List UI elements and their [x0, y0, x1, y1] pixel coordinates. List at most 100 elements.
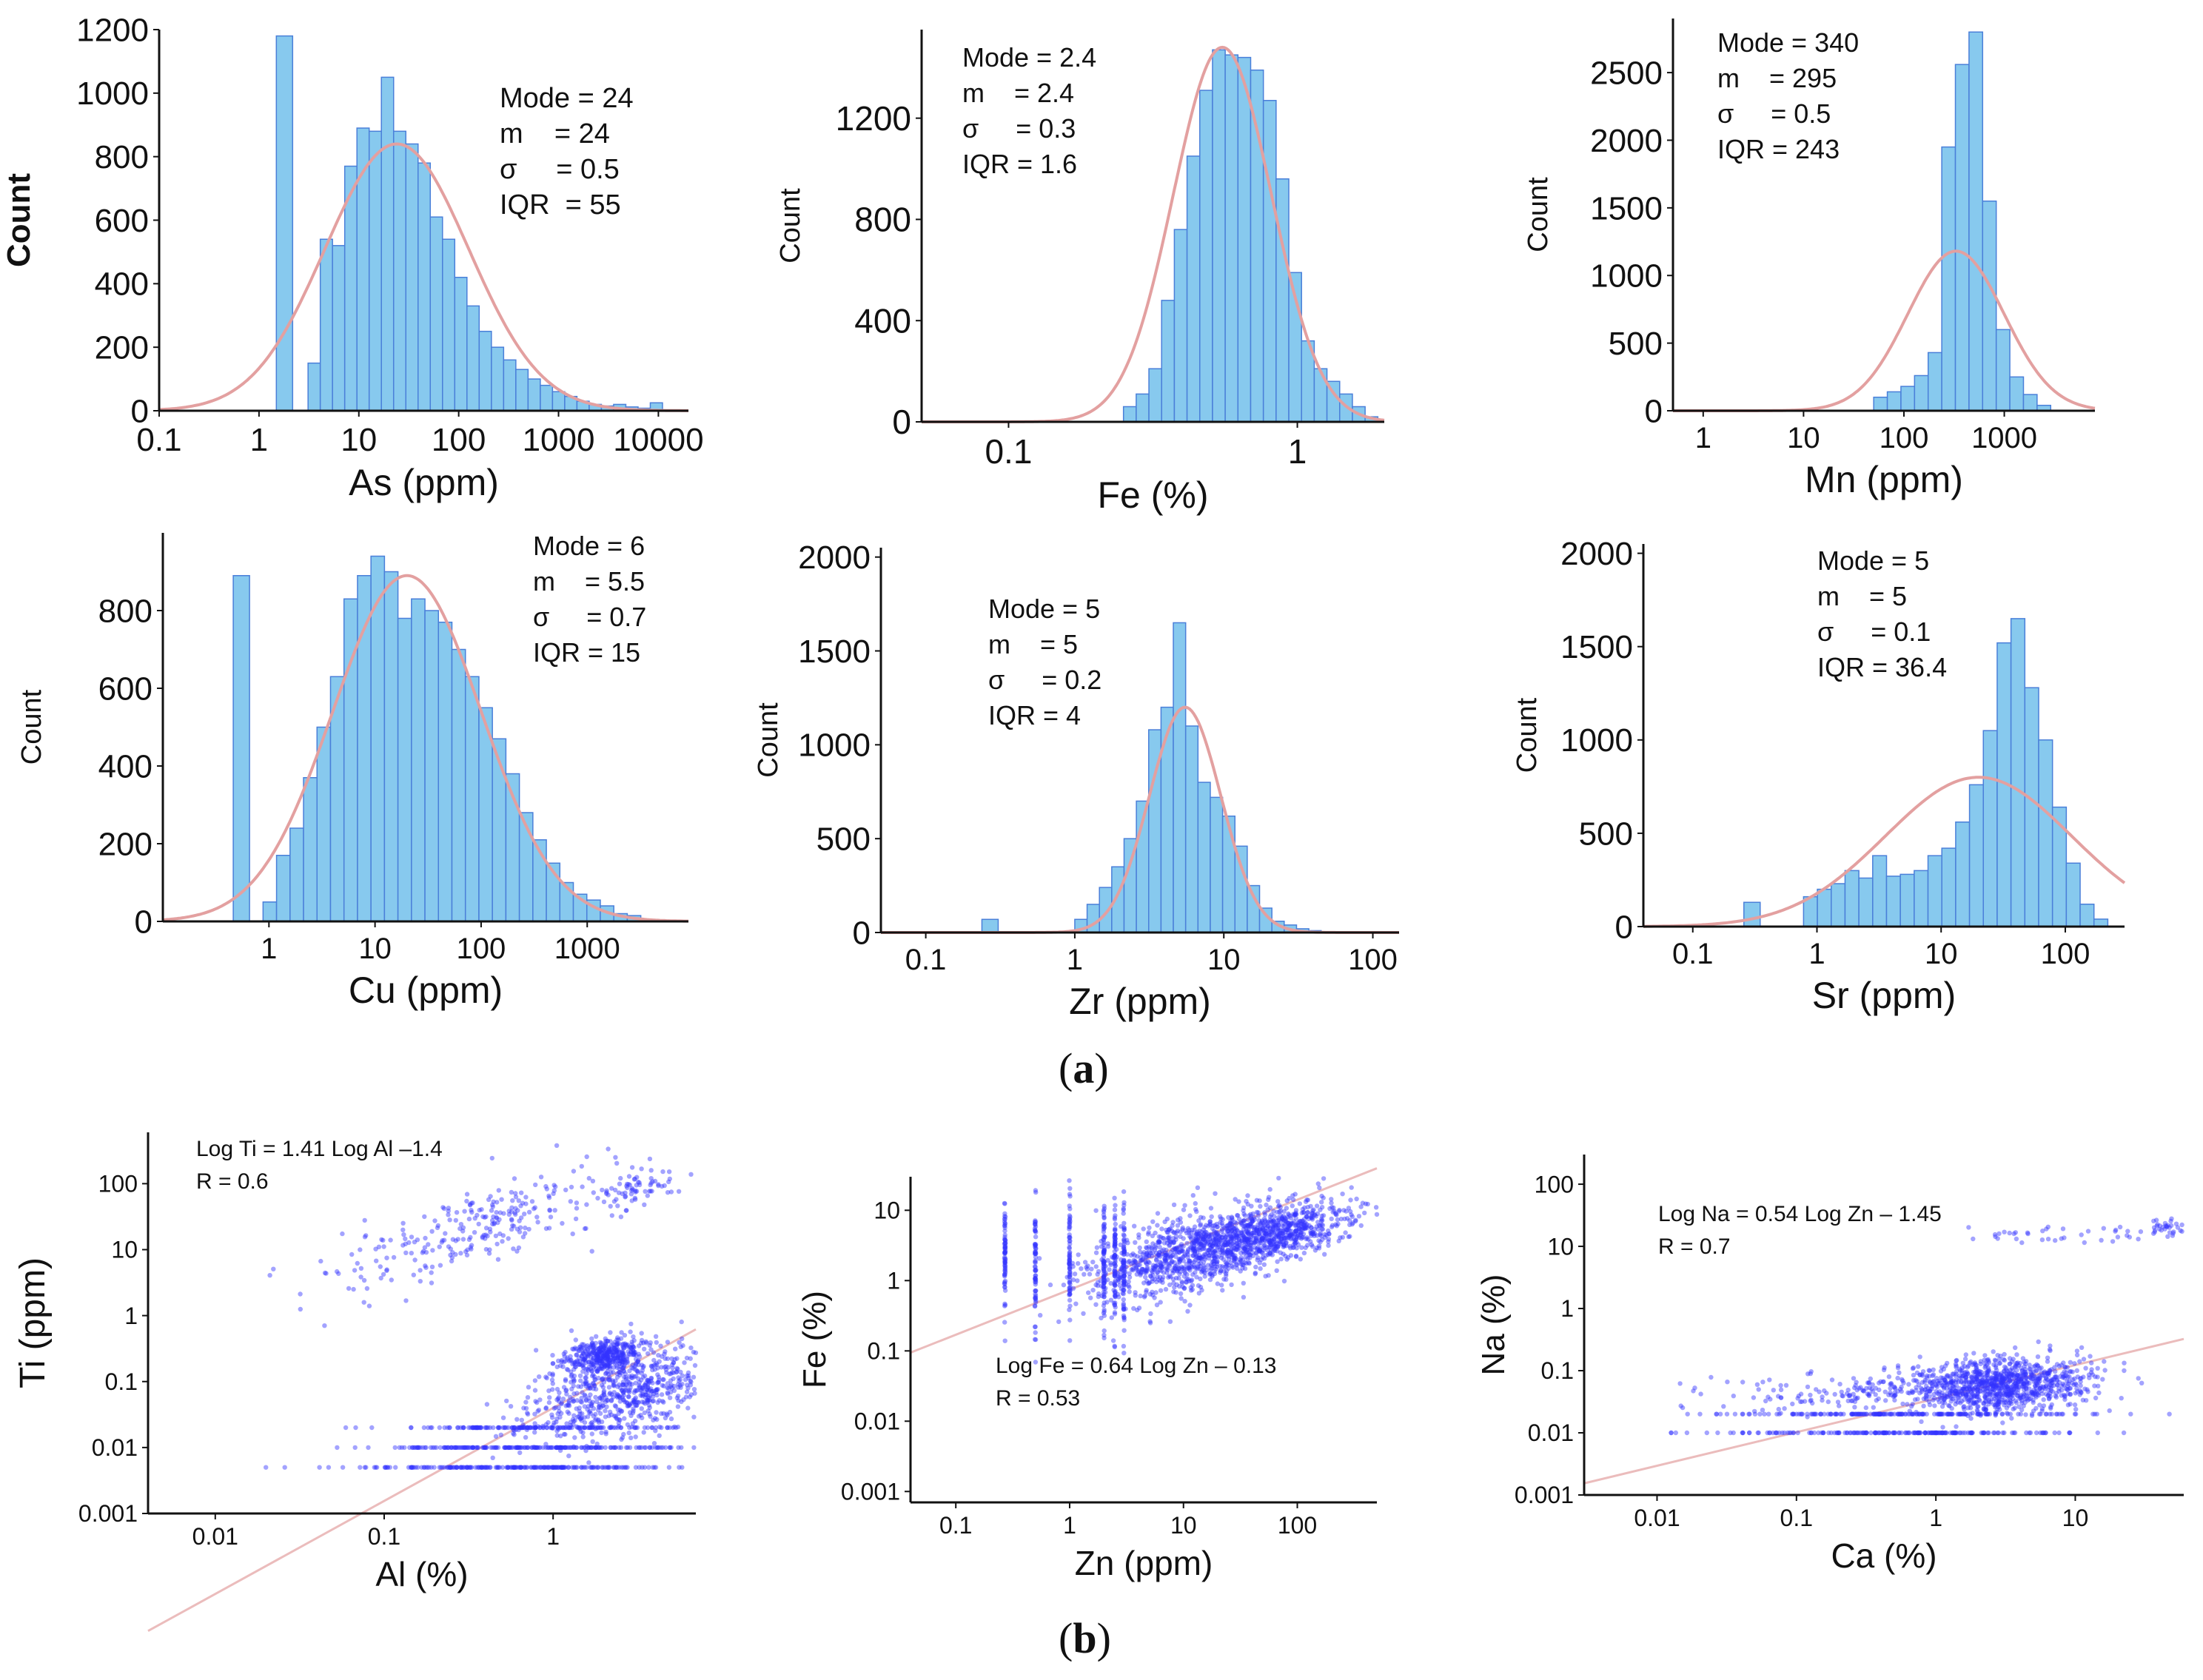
- scatter-point: [1204, 1267, 1210, 1272]
- scatter-point: [1163, 1253, 1169, 1258]
- scatter-point: [673, 1346, 678, 1351]
- scatter-point: [613, 1359, 618, 1364]
- scatter-point: [487, 1425, 493, 1431]
- scatter-point: [1118, 1275, 1123, 1280]
- scatter-point: [1198, 1236, 1204, 1241]
- scatter-point: [1289, 1220, 1294, 1226]
- scatter-point: [472, 1230, 477, 1235]
- scatter-point: [1121, 1239, 1127, 1244]
- scatter-point: [626, 1394, 631, 1400]
- scatter-point: [1228, 1218, 1233, 1223]
- scatter-point: [569, 1425, 574, 1431]
- scatter-point: [611, 1356, 617, 1361]
- scatter-point: [568, 1199, 573, 1204]
- scatter-point: [606, 1465, 611, 1470]
- scatter-point: [1257, 1249, 1262, 1254]
- scatter-point: [1247, 1222, 1252, 1227]
- scatter-point: [547, 1207, 552, 1212]
- scatter-point: [1213, 1264, 1218, 1269]
- histogram-bar: [1886, 391, 1902, 411]
- scatter-point: [692, 1391, 697, 1396]
- scatter-point: [1319, 1217, 1324, 1222]
- scatter-point: [556, 1358, 561, 1363]
- scatter-point: [1002, 1260, 1007, 1266]
- scatter-point: [1125, 1240, 1130, 1246]
- scatter-point: [600, 1385, 606, 1390]
- scatter-point: [597, 1403, 602, 1409]
- scatter-point: [603, 1340, 608, 1345]
- scatter-point: [594, 1399, 600, 1405]
- scatter-point: [1156, 1234, 1161, 1240]
- scatter-point: [584, 1465, 589, 1470]
- scatter-point: [1168, 1274, 1173, 1280]
- x-axis-title: Zn (ppm): [1075, 1544, 1213, 1582]
- scatter-point: [649, 1364, 654, 1369]
- scatter-point: [1260, 1235, 1265, 1240]
- scatter-point: [1141, 1280, 1147, 1286]
- scatter-point: [1167, 1255, 1173, 1260]
- histogram-bar: [411, 598, 426, 922]
- scatter-point: [464, 1465, 469, 1470]
- scatter-point: [1121, 1206, 1126, 1212]
- scatter-point: [569, 1465, 575, 1470]
- scatter-point: [366, 1303, 372, 1308]
- scatter-point: [1233, 1253, 1238, 1258]
- scatter-point: [648, 1180, 654, 1186]
- scatter-point: [2002, 1364, 2008, 1370]
- scatter-point: [566, 1402, 571, 1408]
- scatter-point: [1198, 1256, 1204, 1262]
- scatter-point: [1192, 1228, 1197, 1233]
- y-tick-label: 400: [854, 301, 911, 340]
- caption-a-open: (: [1059, 1044, 1073, 1092]
- scatter-point: [602, 1363, 608, 1368]
- scatter-point: [602, 1392, 607, 1397]
- scatter-point: [614, 1465, 619, 1470]
- scatter-point: [584, 1154, 589, 1160]
- scatter-point: [1144, 1268, 1149, 1273]
- bars-group: [232, 555, 642, 922]
- scatter-point: [1318, 1234, 1324, 1239]
- scatter-point: [589, 1445, 594, 1451]
- scatter-point: [1198, 1255, 1203, 1260]
- scatter-point: [1231, 1236, 1236, 1241]
- scatter-point: [651, 1417, 656, 1422]
- scatter-point: [1210, 1237, 1216, 1242]
- scatter-point: [1112, 1302, 1118, 1308]
- scatter-point: [681, 1397, 686, 1402]
- scatter-point: [1358, 1223, 1364, 1229]
- scatter-point: [1290, 1245, 1295, 1250]
- scatter-point: [591, 1406, 597, 1411]
- scatter-point: [1262, 1246, 1267, 1251]
- scatter-point: [453, 1217, 458, 1223]
- scatter-point: [1033, 1288, 1038, 1294]
- scatter-point: [1297, 1226, 1302, 1232]
- scatter-point: [640, 1368, 645, 1373]
- scatter-point: [1070, 1277, 1076, 1283]
- scatter-point: [1953, 1362, 1959, 1367]
- scatter-point: [1155, 1262, 1160, 1268]
- scatter-point: [2046, 1388, 2051, 1393]
- histogram-bar: [1186, 155, 1201, 423]
- scatter-point: [1303, 1245, 1308, 1250]
- scatter-point: [1213, 1250, 1218, 1255]
- scatter-point: [507, 1445, 512, 1451]
- y-axis-title: Count: [16, 689, 47, 765]
- scatter-point: [1207, 1237, 1213, 1243]
- scatter-point: [492, 1445, 497, 1451]
- scatter-point: [579, 1395, 584, 1401]
- scatter-point: [532, 1421, 537, 1426]
- scatter-point: [668, 1389, 674, 1395]
- scatter-point: [1204, 1230, 1209, 1235]
- histogram-sr: 0.1 1 10 100 0 500 1000 1500 2000 Sr (ppm) Count Mo…: [1473, 518, 2203, 1036]
- scatter-point: [1198, 1284, 1204, 1290]
- scatter-point: [1213, 1191, 1218, 1196]
- scatter-point: [1292, 1192, 1298, 1197]
- scatter-point: [1170, 1270, 1176, 1276]
- scatter-point: [1221, 1257, 1227, 1262]
- scatter-point: [1141, 1226, 1146, 1232]
- scatter-point: [631, 1177, 637, 1182]
- scatter-point: [1139, 1266, 1145, 1272]
- x-axis-title: Sr (ppm): [1812, 975, 1956, 1016]
- scatter-point: [1212, 1240, 1217, 1246]
- scatter-point: [1282, 1215, 1287, 1220]
